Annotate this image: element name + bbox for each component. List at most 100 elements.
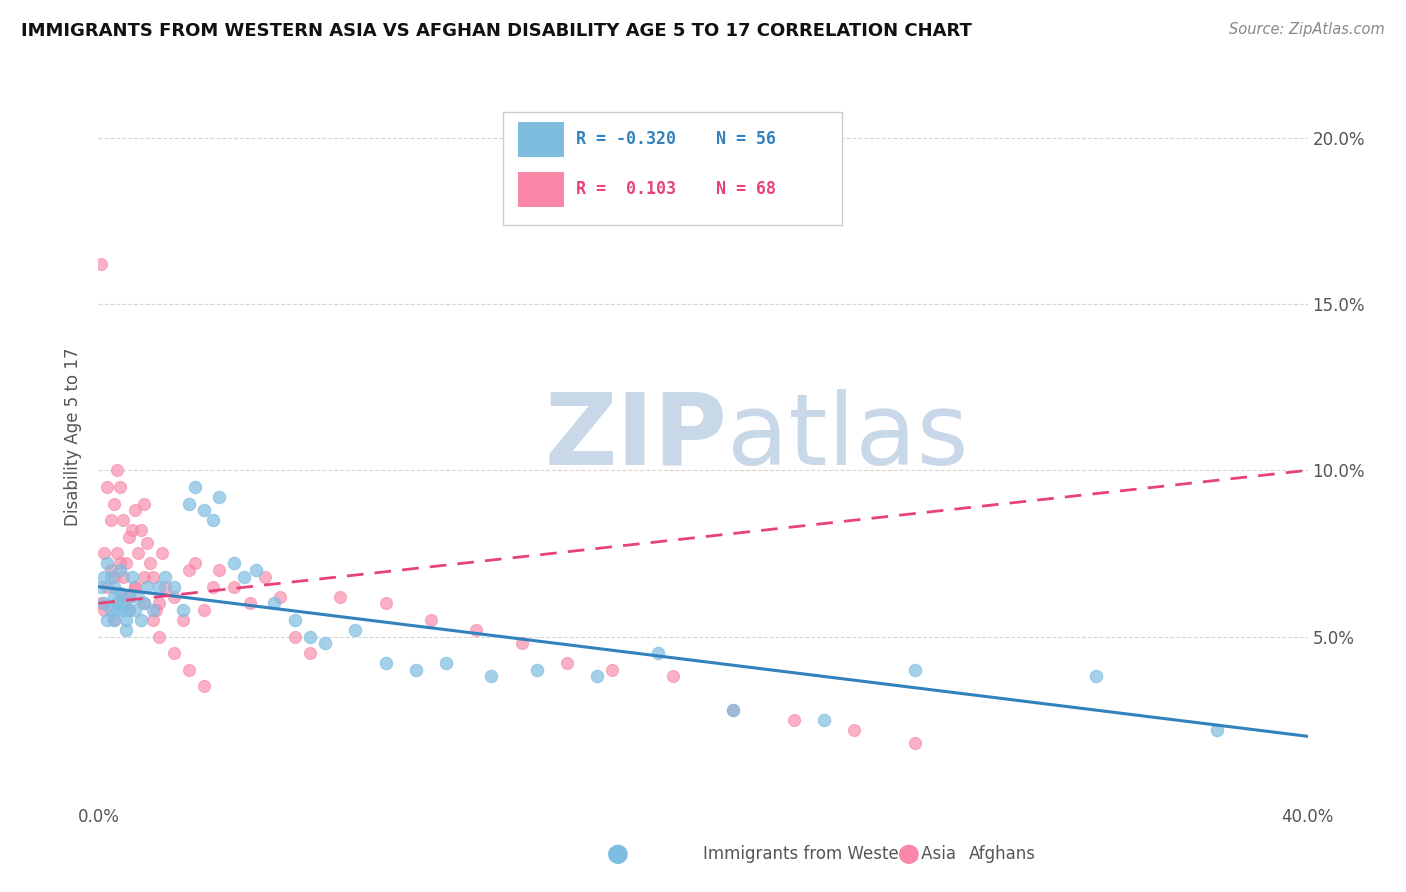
Point <box>239 596 262 610</box>
Text: R = -0.320    N = 56: R = -0.320 N = 56 <box>576 130 776 148</box>
Point <box>329 590 352 604</box>
Point <box>179 497 201 511</box>
Point <box>90 257 112 271</box>
Point <box>124 603 146 617</box>
Point <box>93 570 115 584</box>
Point <box>114 557 136 571</box>
Point <box>299 646 322 660</box>
Y-axis label: Disability Age 5 to 17: Disability Age 5 to 17 <box>65 348 83 526</box>
Point <box>142 603 165 617</box>
Point <box>723 703 745 717</box>
Point <box>208 563 231 577</box>
Point <box>148 630 170 644</box>
Point <box>114 623 136 637</box>
Point <box>108 586 131 600</box>
Point <box>132 570 155 584</box>
Point <box>153 570 176 584</box>
Point <box>90 580 112 594</box>
Point <box>100 570 122 584</box>
Point <box>232 570 254 584</box>
Text: IMMIGRANTS FROM WESTERN ASIA VS AFGHAN DISABILITY AGE 5 TO 17 CORRELATION CHART: IMMIGRANTS FROM WESTERN ASIA VS AFGHAN D… <box>21 22 972 40</box>
Point <box>344 623 367 637</box>
Point <box>314 636 336 650</box>
Point <box>100 513 122 527</box>
Point <box>179 563 201 577</box>
Point <box>132 596 155 610</box>
Point <box>202 580 225 594</box>
Point <box>904 663 927 677</box>
Point <box>163 580 186 594</box>
Point <box>127 590 149 604</box>
Point <box>118 590 141 604</box>
Point <box>661 669 683 683</box>
Text: Afghans: Afghans <box>969 845 1036 863</box>
Text: atlas: atlas <box>727 389 969 485</box>
Point <box>108 480 131 494</box>
Point <box>434 656 457 670</box>
Point <box>90 596 112 610</box>
Point <box>118 603 141 617</box>
Point <box>1085 669 1108 683</box>
Point <box>465 623 488 637</box>
Point <box>193 603 215 617</box>
Point <box>118 603 141 617</box>
Point <box>105 603 128 617</box>
Point <box>245 563 267 577</box>
Point <box>904 736 927 750</box>
Point <box>224 580 246 594</box>
Point <box>555 656 578 670</box>
Point <box>374 656 396 670</box>
Point <box>124 503 146 517</box>
Point <box>405 663 427 677</box>
Point <box>813 713 835 727</box>
Point <box>96 580 118 594</box>
Point <box>783 713 806 727</box>
Point <box>179 663 201 677</box>
Point <box>172 603 194 617</box>
Point <box>103 580 125 594</box>
Point <box>100 563 122 577</box>
Point <box>111 513 134 527</box>
Point <box>93 546 115 560</box>
Point <box>139 557 162 571</box>
Point <box>299 630 322 644</box>
Point <box>108 563 131 577</box>
Point <box>148 580 170 594</box>
Point <box>111 590 134 604</box>
Point <box>111 570 134 584</box>
Point <box>129 523 152 537</box>
Point <box>121 523 143 537</box>
Point <box>420 613 443 627</box>
Point <box>105 596 128 610</box>
Point <box>284 630 307 644</box>
Point <box>163 590 186 604</box>
FancyBboxPatch shape <box>517 171 564 207</box>
Point <box>145 603 167 617</box>
Point <box>103 570 125 584</box>
Point <box>114 613 136 627</box>
Point <box>132 497 155 511</box>
Text: R =  0.103    N = 68: R = 0.103 N = 68 <box>576 180 776 198</box>
Point <box>647 646 669 660</box>
Point <box>269 590 291 604</box>
Point <box>118 590 141 604</box>
Point <box>142 570 165 584</box>
Point <box>153 580 176 594</box>
Point <box>150 546 173 560</box>
Point <box>172 613 194 627</box>
Point <box>253 570 276 584</box>
Point <box>111 603 134 617</box>
Point <box>103 613 125 627</box>
Point <box>481 669 503 683</box>
Point <box>124 580 146 594</box>
Point <box>586 669 609 683</box>
Point <box>121 570 143 584</box>
Point <box>93 596 115 610</box>
Point <box>193 503 215 517</box>
Point <box>1206 723 1229 737</box>
Point <box>374 596 396 610</box>
Point <box>184 480 207 494</box>
Point <box>96 557 118 571</box>
Point <box>103 613 125 627</box>
Point <box>105 463 128 477</box>
